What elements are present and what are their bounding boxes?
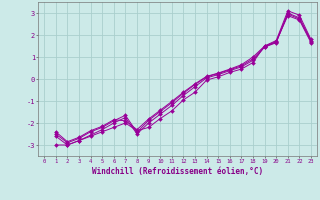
X-axis label: Windchill (Refroidissement éolien,°C): Windchill (Refroidissement éolien,°C): [92, 167, 263, 176]
